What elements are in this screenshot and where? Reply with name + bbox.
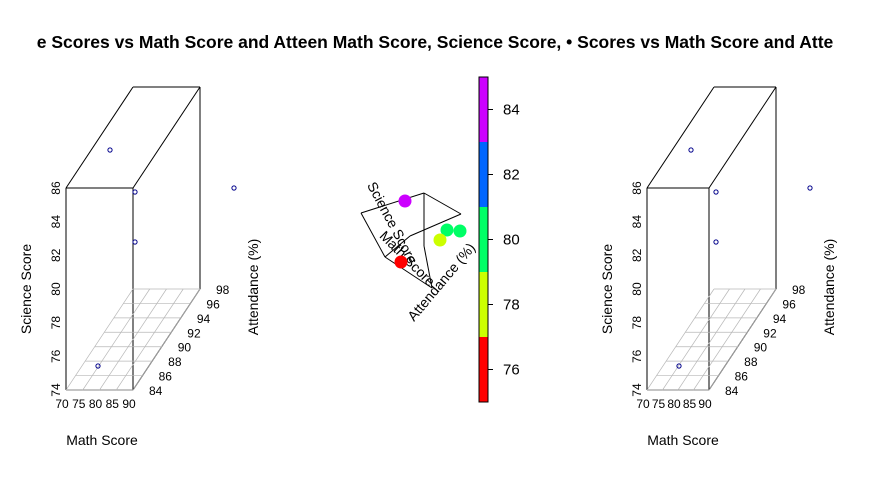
box-edge — [423, 192, 462, 215]
data-point — [132, 239, 138, 245]
data-point — [713, 239, 719, 245]
z-tick-label: 88 — [744, 355, 758, 369]
scatter3d-panel-right: 70 75 80 85 90747678808284868486889092949698… — [599, 86, 837, 448]
colorbar-tick-label: 78 — [503, 297, 520, 314]
z-tick-label: 98 — [216, 283, 230, 297]
colorbar-band — [479, 337, 488, 402]
data-point — [676, 363, 682, 369]
data-point — [132, 189, 138, 195]
z-axis-label: Attendance (%) — [245, 239, 261, 336]
y-tick-label: 84 — [49, 215, 63, 229]
colorbar-tick-label: 84 — [503, 102, 520, 119]
z-tick-label: 92 — [187, 326, 201, 340]
y-tick-label: 82 — [49, 248, 63, 262]
floor-grid-line — [115, 288, 184, 391]
colorbar-band — [479, 272, 488, 337]
colorbar-band — [479, 77, 488, 142]
floor-grid-line — [99, 288, 167, 391]
scatter3d-panel-left: 70 75 80 85 90747678808284868486889092949698… — [18, 86, 261, 448]
data-point — [394, 255, 408, 269]
floor-grid-line — [65, 288, 134, 391]
data-point — [440, 223, 454, 237]
y-tick-label: 74 — [630, 383, 644, 397]
colorbar-tick-label: 82 — [503, 167, 520, 184]
x-tick-label: 85 — [683, 397, 697, 411]
z-tick-label: 94 — [773, 312, 787, 326]
y-tick-label: 80 — [630, 282, 644, 296]
z-tick-label: 98 — [792, 283, 806, 297]
y-tick-label: 82 — [630, 248, 644, 262]
x-tick-label: 80 — [89, 397, 103, 411]
floor-grid-line — [693, 288, 761, 391]
floor-grid-line — [82, 288, 151, 391]
y-tick-label: 86 — [49, 181, 63, 195]
box-edge — [65, 86, 134, 189]
y-tick-label: 76 — [630, 349, 644, 363]
x-axis-label: Math Score — [647, 432, 719, 448]
z-tick-label: 96 — [206, 297, 220, 311]
box-edge — [708, 86, 777, 189]
colorbar-band — [479, 207, 488, 272]
colorbar-tick-label: 80 — [503, 232, 520, 249]
chart-title: e Scores vs Math Score and Atteen Math S… — [37, 32, 834, 52]
x-axis-label: Math Score — [66, 432, 138, 448]
data-point — [807, 185, 813, 191]
box-edge — [360, 212, 386, 258]
floor-grid-line — [662, 288, 730, 391]
z-tick-label: 88 — [168, 355, 182, 369]
floor-grid-line — [646, 288, 715, 391]
floor-grid-line — [132, 288, 201, 391]
x-tick-label: 90 — [122, 397, 136, 411]
data-point — [107, 147, 113, 153]
z-tick-label: 90 — [178, 341, 192, 355]
z-tick-label: 84 — [149, 384, 163, 398]
x-tick-label: 80 — [667, 397, 681, 411]
x-tick-label: 70 — [55, 397, 69, 411]
data-point — [95, 363, 101, 369]
box-edge — [384, 235, 411, 258]
data-point — [688, 147, 694, 153]
floor-grid-line — [677, 288, 746, 391]
box-edge — [423, 245, 433, 289]
y-axis-label: Science Score — [18, 244, 34, 334]
z-tick-label: 90 — [754, 341, 768, 355]
y-tick-label: 76 — [49, 349, 63, 363]
y-tick-label: 86 — [630, 181, 644, 195]
x-tick-label: 70 — [636, 397, 650, 411]
z-tick-label: 94 — [197, 312, 211, 326]
data-point — [231, 185, 237, 191]
z-tick-label: 92 — [763, 326, 777, 340]
y-axis-label: Science Score — [599, 244, 615, 334]
box-edge — [409, 213, 462, 237]
floor-grid-line — [708, 288, 777, 391]
box-edge — [132, 86, 201, 189]
x-tick-label: 75 — [652, 397, 666, 411]
colorbar-band — [479, 142, 488, 207]
data-point — [453, 224, 467, 238]
x-tick-label: 85 — [106, 397, 120, 411]
z-tick-label: 86 — [735, 370, 749, 384]
z-tick-label: 96 — [782, 297, 796, 311]
y-tick-label: 78 — [630, 316, 644, 330]
data-point — [433, 233, 447, 247]
data-point — [713, 189, 719, 195]
box-edge — [360, 192, 425, 214]
y-tick-label: 84 — [630, 215, 644, 229]
y-tick-label: 78 — [49, 316, 63, 330]
y-tick-label: 80 — [49, 282, 63, 296]
colorbar-tick-label: 76 — [503, 362, 520, 379]
box-edge — [646, 86, 715, 189]
y-tick-label: 74 — [49, 383, 63, 397]
x-tick-label: 90 — [698, 397, 712, 411]
data-point — [398, 194, 412, 208]
x-tick-label: 75 — [72, 397, 86, 411]
z-axis-label: Attendance (%) — [821, 239, 837, 336]
z-tick-label: 84 — [725, 384, 739, 398]
box-edge — [384, 256, 433, 289]
z-tick-label: 86 — [159, 370, 173, 384]
